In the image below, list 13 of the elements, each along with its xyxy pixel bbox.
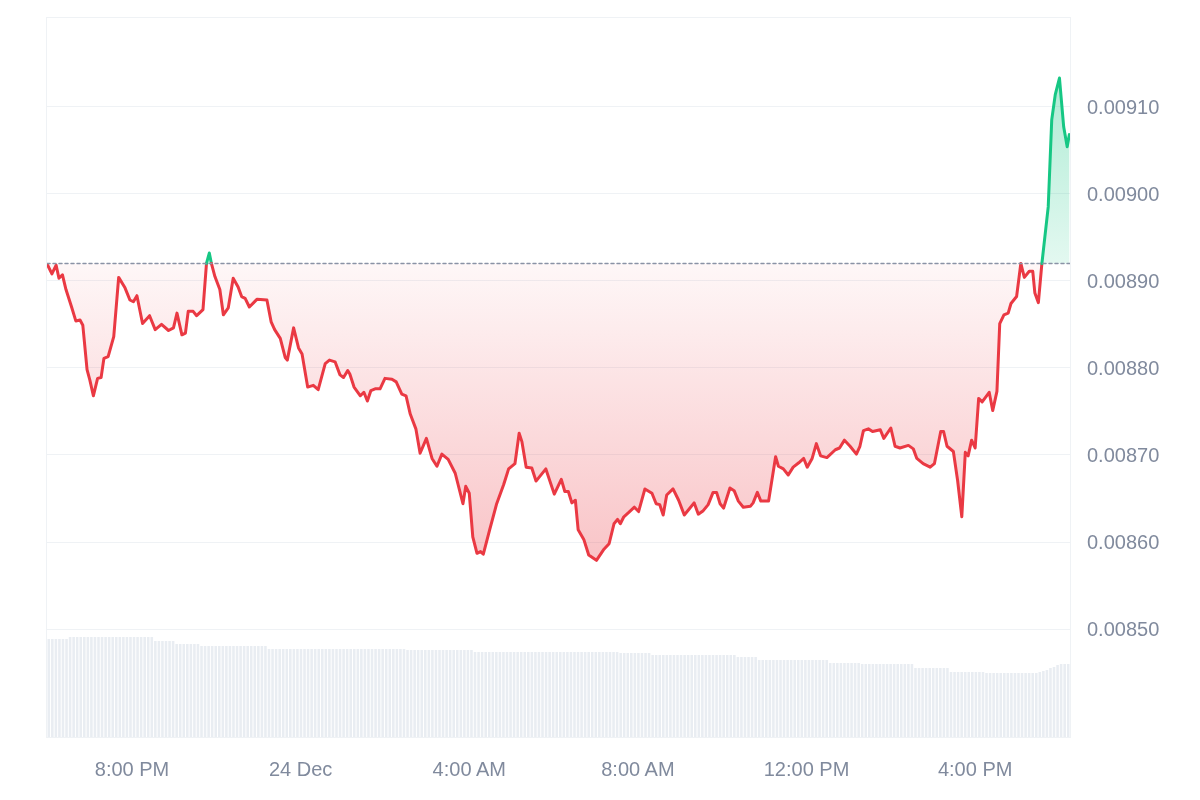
y-tick-label: 0.00880 [1087, 356, 1160, 379]
x-tick-label: 12:00 PM [763, 758, 850, 780]
y-tick-label: 0.00900 [1087, 182, 1160, 205]
y-tick-label: 0.00870 [1087, 443, 1160, 466]
x-tick-label: 8:00 PM [94, 758, 170, 780]
y-tick-label: 0.00850 [1087, 618, 1160, 641]
x-tick-label: 8:00 AM [601, 758, 675, 780]
x-tick-label: 4:00 AM [432, 758, 506, 780]
x-tick-label: 24 Dec [268, 758, 333, 780]
y-tick-label: 0.00910 [1087, 95, 1160, 118]
y-tick-label: 0.00890 [1087, 269, 1160, 292]
x-tick-label: 4:00 PM [937, 758, 1013, 780]
y-tick-label: 0.00860 [1087, 531, 1160, 554]
